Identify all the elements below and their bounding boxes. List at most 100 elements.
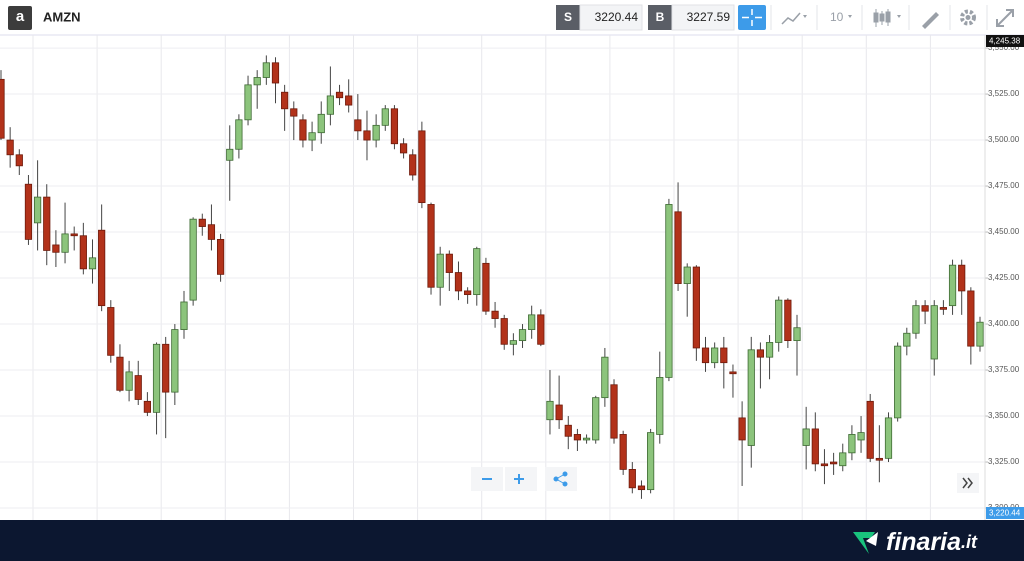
top-price-label: 4,245.38 — [989, 37, 1021, 46]
y-tick-label: 3,450.00 — [988, 227, 1020, 236]
y-tick-label: 3,325.00 — [988, 457, 1020, 466]
candles-icon[interactable] — [873, 9, 891, 27]
share-button[interactable] — [545, 467, 577, 491]
y-tick-label: 3,475.00 — [988, 181, 1020, 190]
y-tick-label: 3,350.00 — [988, 411, 1020, 420]
candle-body — [6, 139, 14, 156]
candle-body — [857, 432, 865, 441]
candle-body — [729, 371, 737, 375]
candle-body — [564, 424, 572, 437]
scroll-end-button[interactable] — [957, 473, 979, 493]
candle-body — [162, 343, 170, 393]
candle-body — [674, 211, 682, 284]
candle-body — [582, 437, 591, 441]
candle-body — [61, 233, 69, 253]
candle-body — [555, 404, 563, 421]
candle-body — [756, 349, 765, 358]
candle-body — [0, 78, 5, 139]
candle-body — [491, 310, 499, 319]
candle-body — [235, 119, 243, 150]
plot: 3,300.003,325.003,350.003,375.003,400.00… — [0, 35, 1024, 520]
buy-price: 3227.59 — [687, 10, 731, 24]
candle-body — [701, 347, 710, 364]
settings-icon-center — [965, 15, 971, 20]
candle-body — [784, 299, 792, 342]
candle-body — [207, 224, 216, 240]
candle-body — [830, 461, 838, 465]
candle-body — [518, 329, 527, 342]
candle-body — [454, 272, 463, 292]
candle-body — [354, 119, 362, 132]
buy-button[interactable] — [648, 5, 672, 30]
candle-body — [637, 485, 646, 491]
brand-icon — [853, 532, 875, 554]
candle-body — [765, 342, 774, 358]
candle-body — [198, 218, 206, 227]
scroll-end-icon — [962, 477, 973, 489]
bottom-price-label: 3,220.44 — [989, 509, 1021, 518]
candle-body — [427, 204, 435, 288]
candle-body — [912, 305, 920, 334]
candle-body — [921, 305, 929, 312]
logo — [8, 6, 32, 30]
candle-body — [43, 196, 51, 251]
candle-body — [326, 95, 334, 115]
brand-icon-arrow — [866, 532, 878, 546]
candle-body — [839, 452, 847, 467]
candle-body — [372, 124, 380, 141]
sell-button[interactable] — [556, 5, 580, 30]
candle-body — [79, 235, 87, 270]
candle-body — [482, 262, 490, 312]
buy-price-box[interactable] — [671, 4, 735, 31]
candle-body — [143, 400, 151, 413]
candle-body — [418, 130, 426, 204]
candle-body — [546, 400, 554, 421]
candle-body — [98, 229, 106, 307]
candle-body — [820, 463, 829, 467]
candle-body — [436, 253, 444, 288]
brand-suffix: .it — [961, 532, 978, 552]
x-grid — [32, 35, 931, 520]
candle-body — [116, 356, 124, 391]
draw-icon[interactable] — [922, 12, 939, 29]
candle-body — [884, 417, 893, 459]
candle-body — [15, 154, 23, 167]
period[interactable]: 10 — [830, 10, 844, 24]
candle-body — [537, 314, 545, 345]
candle-body — [619, 434, 627, 470]
candle-body — [665, 204, 673, 378]
candle-body — [500, 318, 508, 345]
crosshair-icon — [742, 9, 762, 26]
candle-body — [894, 345, 902, 419]
footer — [0, 520, 1024, 561]
candle-body — [152, 343, 161, 413]
candle-body — [134, 375, 142, 400]
candle-body — [683, 266, 691, 284]
candle-body — [281, 91, 289, 110]
candle-body — [107, 307, 115, 356]
candle-body — [939, 307, 948, 310]
candle-body — [24, 183, 33, 240]
crosshair-button[interactable] — [738, 5, 766, 30]
candle-body — [445, 253, 453, 273]
candle-body — [171, 329, 179, 393]
candle-body — [464, 290, 472, 296]
expand-icon[interactable] — [996, 9, 1014, 27]
symbol: AMZN — [43, 9, 81, 24]
sell-price-box[interactable] — [579, 4, 643, 31]
candle-body — [399, 143, 408, 154]
candle-body — [271, 62, 280, 84]
candle-body — [793, 327, 801, 342]
candle-body — [647, 432, 655, 491]
separators — [770, 5, 988, 30]
y-tick-label: 3,525.00 — [988, 89, 1020, 98]
candle-body — [216, 239, 225, 275]
chart-type-icon[interactable] — [781, 12, 801, 25]
plus-icon — [514, 474, 524, 484]
candle-body — [52, 244, 60, 253]
candle-body — [363, 130, 371, 141]
settings-icon[interactable] — [960, 9, 976, 26]
candle-body — [976, 321, 984, 347]
candle-body — [573, 434, 582, 441]
